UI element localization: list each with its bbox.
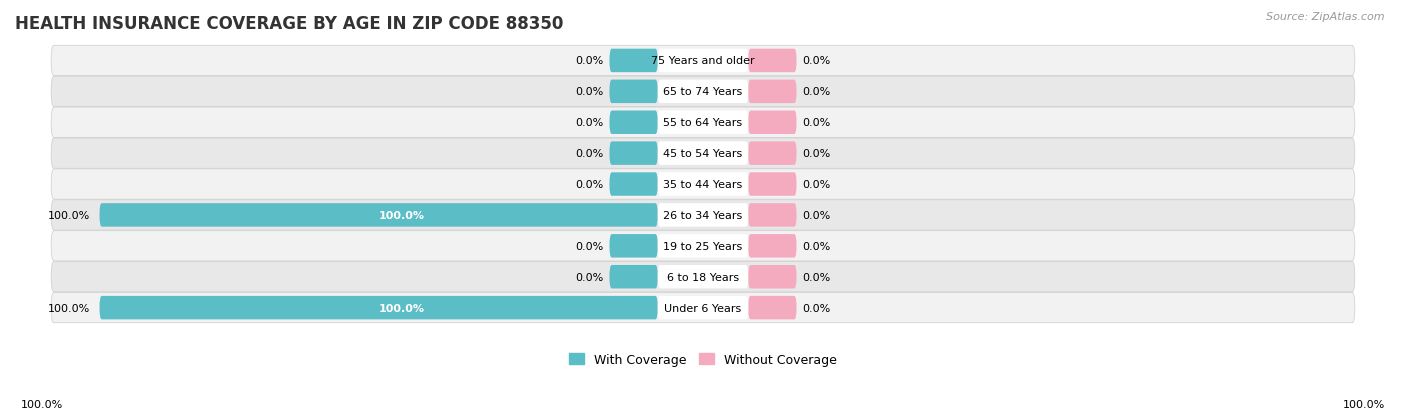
FancyBboxPatch shape xyxy=(748,235,797,258)
FancyBboxPatch shape xyxy=(658,204,748,227)
FancyBboxPatch shape xyxy=(609,81,658,104)
FancyBboxPatch shape xyxy=(51,293,1355,323)
FancyBboxPatch shape xyxy=(748,296,797,320)
FancyBboxPatch shape xyxy=(748,204,797,227)
Text: Under 6 Years: Under 6 Years xyxy=(665,303,741,313)
FancyBboxPatch shape xyxy=(609,173,658,196)
Text: 100.0%: 100.0% xyxy=(48,210,90,221)
Text: 75 Years and older: 75 Years and older xyxy=(651,56,755,66)
FancyBboxPatch shape xyxy=(51,108,1355,138)
FancyBboxPatch shape xyxy=(609,235,658,258)
FancyBboxPatch shape xyxy=(658,235,748,258)
FancyBboxPatch shape xyxy=(748,50,797,73)
FancyBboxPatch shape xyxy=(51,200,1355,230)
FancyBboxPatch shape xyxy=(609,265,658,289)
Text: 6 to 18 Years: 6 to 18 Years xyxy=(666,272,740,282)
Text: 0.0%: 0.0% xyxy=(575,180,603,190)
Text: 0.0%: 0.0% xyxy=(575,118,603,128)
FancyBboxPatch shape xyxy=(748,173,797,196)
Text: 0.0%: 0.0% xyxy=(803,149,831,159)
Text: 0.0%: 0.0% xyxy=(803,180,831,190)
FancyBboxPatch shape xyxy=(658,81,748,104)
FancyBboxPatch shape xyxy=(658,142,748,166)
Text: 100.0%: 100.0% xyxy=(48,303,90,313)
FancyBboxPatch shape xyxy=(100,204,658,227)
Text: 0.0%: 0.0% xyxy=(803,272,831,282)
FancyBboxPatch shape xyxy=(748,81,797,104)
Text: 0.0%: 0.0% xyxy=(575,87,603,97)
Text: 45 to 54 Years: 45 to 54 Years xyxy=(664,149,742,159)
FancyBboxPatch shape xyxy=(748,111,797,135)
FancyBboxPatch shape xyxy=(51,169,1355,200)
FancyBboxPatch shape xyxy=(658,265,748,289)
Text: 0.0%: 0.0% xyxy=(575,149,603,159)
Legend: With Coverage, Without Coverage: With Coverage, Without Coverage xyxy=(564,348,842,371)
FancyBboxPatch shape xyxy=(51,231,1355,261)
FancyBboxPatch shape xyxy=(609,142,658,166)
FancyBboxPatch shape xyxy=(51,46,1355,76)
Text: 100.0%: 100.0% xyxy=(1343,399,1385,409)
FancyBboxPatch shape xyxy=(658,173,748,196)
Text: HEALTH INSURANCE COVERAGE BY AGE IN ZIP CODE 88350: HEALTH INSURANCE COVERAGE BY AGE IN ZIP … xyxy=(15,15,564,33)
FancyBboxPatch shape xyxy=(609,111,658,135)
Text: 65 to 74 Years: 65 to 74 Years xyxy=(664,87,742,97)
Text: Source: ZipAtlas.com: Source: ZipAtlas.com xyxy=(1267,12,1385,22)
FancyBboxPatch shape xyxy=(51,262,1355,292)
Text: 100.0%: 100.0% xyxy=(378,303,425,313)
Text: 0.0%: 0.0% xyxy=(803,87,831,97)
FancyBboxPatch shape xyxy=(100,296,658,320)
FancyBboxPatch shape xyxy=(51,77,1355,107)
Text: 0.0%: 0.0% xyxy=(803,56,831,66)
FancyBboxPatch shape xyxy=(51,139,1355,169)
FancyBboxPatch shape xyxy=(609,50,658,73)
Text: 0.0%: 0.0% xyxy=(803,303,831,313)
Text: 0.0%: 0.0% xyxy=(575,241,603,251)
Text: 35 to 44 Years: 35 to 44 Years xyxy=(664,180,742,190)
Text: 0.0%: 0.0% xyxy=(575,56,603,66)
Text: 26 to 34 Years: 26 to 34 Years xyxy=(664,210,742,221)
Text: 55 to 64 Years: 55 to 64 Years xyxy=(664,118,742,128)
Text: 0.0%: 0.0% xyxy=(803,118,831,128)
FancyBboxPatch shape xyxy=(658,111,748,135)
Text: 19 to 25 Years: 19 to 25 Years xyxy=(664,241,742,251)
FancyBboxPatch shape xyxy=(658,50,748,73)
FancyBboxPatch shape xyxy=(748,142,797,166)
FancyBboxPatch shape xyxy=(748,265,797,289)
Text: 100.0%: 100.0% xyxy=(378,210,425,221)
Text: 100.0%: 100.0% xyxy=(21,399,63,409)
Text: 0.0%: 0.0% xyxy=(803,210,831,221)
Text: 0.0%: 0.0% xyxy=(803,241,831,251)
FancyBboxPatch shape xyxy=(658,296,748,320)
Text: 0.0%: 0.0% xyxy=(575,272,603,282)
